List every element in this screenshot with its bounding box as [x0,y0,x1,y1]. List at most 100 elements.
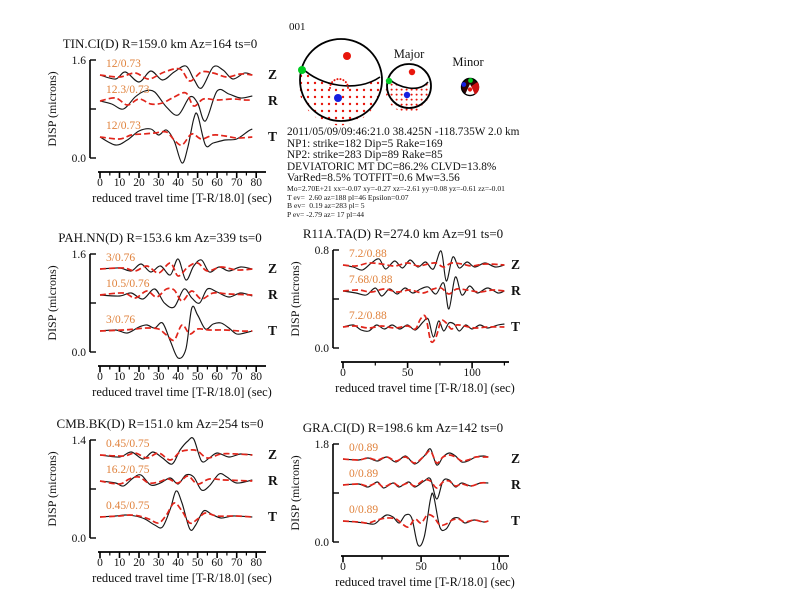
observed-waveform-T [342,492,489,547]
component-label-R: R [511,477,521,492]
x-tick-label: 0 [97,557,103,569]
x-tick-label: 0 [97,177,103,189]
x-tick-label: 50 [402,367,414,379]
observed-waveform-Z [99,258,253,281]
y-max-label: 1.6 [72,55,87,67]
waveform-panel-GRA-CI: GRA.CI(D) R=198.6 km Az=142 ts=0 1.8 0.0 DI… [253,414,525,605]
synthetic-waveform-R [99,287,253,302]
x-tick-label: 0 [97,371,103,383]
b-axis-dot [298,66,306,74]
observed-waveform-Z [342,250,505,282]
synthetic-waveform-T [99,324,253,342]
component-label-Z: Z [511,257,520,272]
moment-tensor-detail-line: P ev= -2.79 az= 17 pl=44 [287,209,365,219]
panel-title: GRA.CI(D) R=198.6 km Az=142 ts=0 [303,420,503,435]
major-outline [386,63,432,109]
event-info-line: VarRed=8.5% TOTFIT=0.6 Mw=3.56 [287,172,460,185]
component-label-R: R [268,93,278,108]
fit-label-Z: 12/0.73 [106,58,141,70]
x-tick-label: 50 [192,557,204,569]
panel-svg: PAH.NN(D) R=153.6 km Az=339 ts=0 1.6 0.0 DI… [45,230,278,399]
x-tick-label: 80 [250,371,262,383]
component-label-Z: Z [268,447,277,462]
minor-b-axis-dot [468,78,473,83]
component-label-Z: Z [268,67,277,82]
minor-t-axis-dot [467,87,473,92]
fit-label-R: 16.2/0.75 [106,464,150,476]
x-axis-title: reduced travel time [T-R/18.0] (sec) [92,191,272,205]
x-tick-label: 40 [172,557,184,569]
fit-label-Z: 3/0.76 [106,252,135,264]
fit-label-R: 12.3/0.73 [106,84,150,96]
y-axis-title: DISP (microns) [45,451,59,526]
beachball-full-mt [298,38,383,126]
moment-tensor-detail-line: T ev= 2.60 az=188 pl=46 Epsilon=0.07 [287,192,409,202]
x-tick-label: 10 [114,557,126,569]
x-tick-label: 30 [153,177,165,189]
fit-label-R: 10.5/0.76 [106,278,150,290]
synthetic-waveform-Z [342,262,505,268]
component-label-T: T [268,129,277,144]
x-tick-label: 100 [491,561,509,573]
major-t-axis-dot [408,68,416,76]
x-tick-label: 10 [114,371,126,383]
y-max-label: 0.8 [315,245,330,257]
component-label-T: T [511,319,520,334]
fit-label-Z: 0.45/0.75 [106,438,150,450]
panel-title: R11A.TA(D) R=274.0 km Az=91 ts=0 [303,226,503,241]
fit-label-T: 0/0.89 [349,504,378,516]
fit-label-Z: 7.2/0.88 [349,248,387,260]
x-tick-label: 50 [192,371,204,383]
x-axis-title: reduced travel time [T-R/18.0] (sec) [92,571,272,585]
component-label-T: T [268,509,277,524]
beachball-outline [299,38,383,122]
x-tick-label: 20 [133,177,145,189]
event-info-line: NP1: strike=182 Dip=5 Rake=169 [287,137,443,150]
panel-title: CMB.BK(D) R=151.0 km Az=254 ts=0 [57,416,264,431]
y-axis-title: DISP (microns) [288,261,302,336]
beachball-nodal-plane [301,67,381,87]
fit-label-T: 3/0.76 [106,314,135,326]
x-tick-label: 50 [192,177,204,189]
waveform-panel-TIN-CI: TIN.CI(D) R=159.0 km Az=164 ts=0 1.6 0.0 DI… [10,30,282,221]
component-label-T: T [511,513,520,528]
x-tick-label: 30 [153,557,165,569]
p-axis-dot [334,94,342,102]
major-p-axis-dot [403,91,411,99]
moment-tensor-detail-block: Mo=2.70E+21 xx=-0.07 xy=-0.27 xz=-2.61 y… [287,184,587,219]
panel-title: TIN.CI(D) R=159.0 km Az=164 ts=0 [63,36,258,51]
x-tick-label: 20 [133,371,145,383]
beachball-minor-clvd [460,77,480,97]
fit-label-R: 7.68/0.88 [349,274,393,286]
beachball-inner-arc [329,78,349,89]
fit-label-T: 7.2/0.88 [349,310,387,322]
y-min-label: 0.0 [72,347,87,359]
y-max-label: 1.8 [315,439,330,451]
minor-label: Minor [452,55,484,69]
fit-label-T: 12/0.73 [106,120,141,132]
x-tick-label: 0 [340,367,346,379]
synthetic-waveform-T [342,513,489,528]
beachball-major-dc [385,63,432,113]
component-label-Z: Z [511,451,520,466]
x-tick-label: 50 [415,561,427,573]
event-info-line: NP2: strike=283 Dip=89 Rake=85 [287,149,443,162]
fit-label-Z: 0/0.89 [349,442,378,454]
minor-p-axis-dot [461,82,467,87]
x-tick-label: 30 [153,371,165,383]
observed-waveform-R [99,88,253,122]
observed-waveform-R [342,477,489,500]
moment-tensor-detail-line: Mo=2.70E+21 xx=-0.07 xy=-0.27 xz=-2.61 y… [287,184,505,193]
x-axis-title: reduced travel time [T-R/18.0] (sec) [92,385,272,399]
component-label-R: R [511,283,521,298]
component-label-Z: Z [268,261,277,276]
event-info-line: 2011/05/09/09:46:21.0 38.425N -118.735W … [287,126,520,138]
x-tick-label: 80 [250,557,262,569]
panel-title: PAH.NN(D) R=153.6 km Az=339 ts=0 [58,230,262,245]
minor-red-sector [470,82,480,95]
x-tick-label: 20 [133,557,145,569]
synthetic-waveform-R [99,475,253,485]
y-max-label: 1.6 [72,249,87,261]
x-axis-title: reduced travel time [T-R/18.0] (sec) [335,381,515,395]
